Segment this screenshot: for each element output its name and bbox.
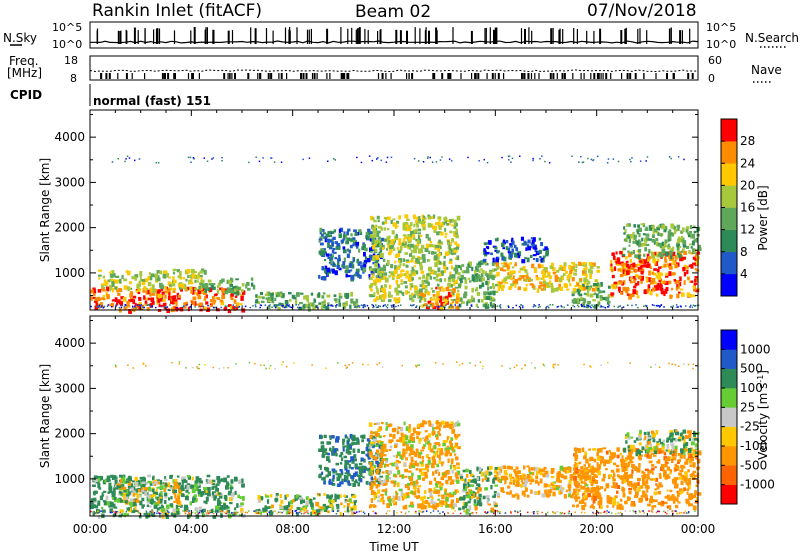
cpid-label: CPID xyxy=(10,88,42,102)
nave-tick-top: 60 xyxy=(708,54,722,67)
colorbar-tick-label: 4 xyxy=(740,267,748,281)
colorbar-swatch xyxy=(721,207,737,230)
colorbar-swatch xyxy=(721,141,737,164)
colorbar-swatch xyxy=(721,407,737,427)
velocity-colorbar: 1000 500 100 25 -25 -100 -500 -1000 Velocity [m… xyxy=(720,329,775,505)
y-tick-label: 3000 xyxy=(54,381,85,395)
date-title: 07/Nov/2018 xyxy=(587,1,697,21)
x-tick-label: 00:00 xyxy=(681,522,716,536)
velocity-ylabel: Slant Range [km] xyxy=(38,364,52,468)
freq-unit-label: [MHz] xyxy=(7,66,42,80)
y-tick-label: 1000 xyxy=(54,266,85,280)
mode-label: normal (fast) 151 xyxy=(93,94,211,108)
power-panel: 1000 2000 3000 4000 Slant Range [km] xyxy=(38,109,702,314)
data-region xyxy=(254,291,359,312)
y-tick-label: 3000 xyxy=(54,175,85,189)
data-region xyxy=(97,268,207,294)
data-region xyxy=(419,286,461,311)
colorbar-swatch xyxy=(721,388,737,408)
colorbar-swatch xyxy=(721,426,737,447)
data-region xyxy=(368,420,461,510)
colorbar-tick-label: 100 xyxy=(740,381,763,395)
colorbar-swatch xyxy=(721,330,737,350)
x-tick-label: 04:00 xyxy=(174,522,209,536)
y-tick-label: 2000 xyxy=(54,427,85,441)
noise-tick-right-bottom: 10^0 xyxy=(706,38,736,51)
colorbar-swatch xyxy=(721,119,737,142)
colorbar-swatch xyxy=(721,465,737,485)
colorbar-frame xyxy=(720,329,738,505)
data-region xyxy=(111,155,685,164)
power-colorbar-label: Power [dB] xyxy=(756,185,770,250)
colorbar-tick-label: -500 xyxy=(740,458,767,472)
colorbar-tick-label: 16 xyxy=(740,201,755,215)
colorbar-tick-label: 12 xyxy=(740,223,755,237)
x-tick-label: 16:00 xyxy=(478,522,513,536)
colorbar-tick-label: 25 xyxy=(740,400,755,414)
data-region xyxy=(622,223,702,260)
freq-tick-bottom: 8 xyxy=(70,72,77,85)
time-xlabel: Time UT xyxy=(368,540,419,554)
y-tick-label: 4000 xyxy=(54,130,85,144)
colorbar-swatch xyxy=(721,349,737,369)
near-range-scatter xyxy=(90,510,696,515)
station-title: Rankin Inlet (fitACF) xyxy=(92,1,262,21)
data-region xyxy=(368,214,461,304)
data-region xyxy=(116,478,182,506)
colorbar-swatch xyxy=(721,185,737,208)
power-ylabel: Slant Range [km] xyxy=(38,158,52,262)
data-region xyxy=(609,250,700,300)
colorbar-swatch xyxy=(721,446,737,466)
y-tick-label: 2000 xyxy=(54,221,85,235)
colorbar-swatch xyxy=(721,229,737,253)
nave-tick-bottom: 0 xyxy=(708,72,715,85)
colorbar-tick-label: -100 xyxy=(740,439,767,453)
colorbar-tick-label: 28 xyxy=(740,134,755,148)
freq-label: Freq. xyxy=(9,54,39,68)
data-region xyxy=(90,474,246,520)
colorbar-tick-label: 20 xyxy=(740,178,755,192)
freq-tick-top: 18 xyxy=(64,54,78,67)
colorbar-tick-label: 24 xyxy=(740,156,755,170)
noise-tick-left-top: 10^5 xyxy=(52,21,82,34)
colorbar-swatch xyxy=(721,484,737,505)
data-region xyxy=(623,429,700,457)
data-region xyxy=(458,465,499,515)
colorbar-swatch xyxy=(721,251,737,275)
colorbar-swatch xyxy=(721,273,737,297)
nave-label: Nave xyxy=(751,63,782,77)
noise-strip: 10^5 10^0 10^5 10^0 N.Sky N.Search xyxy=(3,21,799,51)
x-tick-label: 12:00 xyxy=(377,522,412,536)
beam-title: Beam 02 xyxy=(355,2,431,22)
x-tick-label: 08:00 xyxy=(275,522,310,536)
y-tick-label: 1000 xyxy=(54,472,85,486)
noise-tick-left-bottom: 10^0 xyxy=(52,38,82,51)
near-range-scatter xyxy=(90,304,700,309)
data-region xyxy=(457,259,499,309)
data-region xyxy=(482,236,549,264)
nsearch-label: N.Search xyxy=(745,31,799,45)
velocity-colorbar-label: Velocity [m s-1] xyxy=(756,370,770,460)
colorbar-swatch xyxy=(721,368,737,389)
colorbar-tick-label: -1000 xyxy=(740,478,775,492)
freq-strip: 18 8 60 0 Freq. [MHz] Nave xyxy=(7,54,782,85)
noise-tick-right-top: 10^5 xyxy=(706,21,736,34)
y-tick-label: 4000 xyxy=(54,336,85,350)
power-colorbar: 4 8 12 16 20 24 28 Power [dB] xyxy=(720,118,770,297)
x-tick-label: 20:00 xyxy=(579,522,614,536)
data-region xyxy=(255,492,358,517)
colorbar-tick-label: 500 xyxy=(740,362,763,376)
colorbar-swatch xyxy=(721,163,737,186)
nsky-label: N.Sky xyxy=(3,31,37,45)
data-region xyxy=(204,277,256,296)
colorbar-tick-label: 1000 xyxy=(740,342,771,356)
colorbar-tick-label: -25 xyxy=(740,420,760,434)
data-region xyxy=(495,261,601,293)
x-tick-label: 00:00 xyxy=(73,522,108,536)
colorbar-tick-label: 8 xyxy=(740,245,748,259)
velocity-panel: 00:00 04:00 08:00 12:00 16:00 20:00 00:00 1000 2… xyxy=(38,315,716,554)
data-region xyxy=(114,361,695,370)
